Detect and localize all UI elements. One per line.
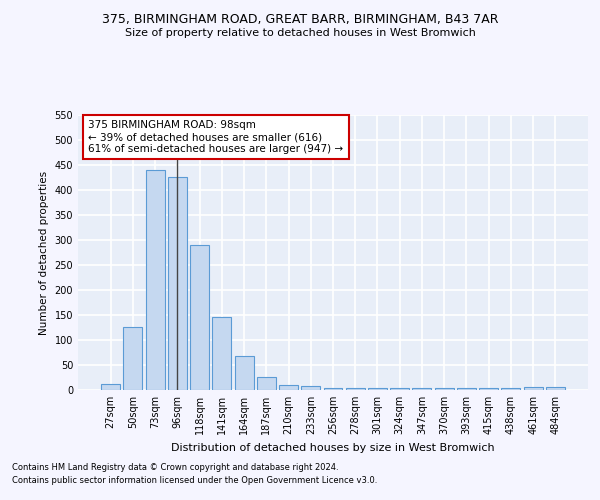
Bar: [212, 316, 231, 390]
Bar: [257, 376, 276, 390]
Bar: [279, 384, 298, 390]
Bar: [524, 387, 542, 390]
Bar: [479, 388, 498, 390]
Bar: [412, 388, 431, 390]
X-axis label: Distribution of detached houses by size in West Bromwich: Distribution of detached houses by size …: [171, 442, 495, 452]
Bar: [146, 170, 164, 390]
Text: Contains public sector information licensed under the Open Government Licence v3: Contains public sector information licen…: [12, 476, 377, 485]
Bar: [368, 388, 387, 390]
Text: 375 BIRMINGHAM ROAD: 98sqm
← 39% of detached houses are smaller (616)
61% of sem: 375 BIRMINGHAM ROAD: 98sqm ← 39% of deta…: [88, 120, 343, 154]
Text: 375, BIRMINGHAM ROAD, GREAT BARR, BIRMINGHAM, B43 7AR: 375, BIRMINGHAM ROAD, GREAT BARR, BIRMIN…: [102, 12, 498, 26]
Bar: [190, 244, 209, 390]
Y-axis label: Number of detached properties: Number of detached properties: [39, 170, 49, 334]
Bar: [346, 388, 365, 390]
Bar: [168, 176, 187, 390]
Text: Contains HM Land Registry data © Crown copyright and database right 2024.: Contains HM Land Registry data © Crown c…: [12, 464, 338, 472]
Bar: [124, 326, 142, 390]
Bar: [323, 388, 343, 390]
Bar: [435, 388, 454, 390]
Bar: [546, 387, 565, 390]
Bar: [301, 386, 320, 390]
Bar: [390, 388, 409, 390]
Bar: [502, 388, 520, 390]
Text: Size of property relative to detached houses in West Bromwich: Size of property relative to detached ho…: [125, 28, 475, 38]
Bar: [457, 388, 476, 390]
Bar: [101, 384, 120, 390]
Bar: [235, 356, 254, 390]
